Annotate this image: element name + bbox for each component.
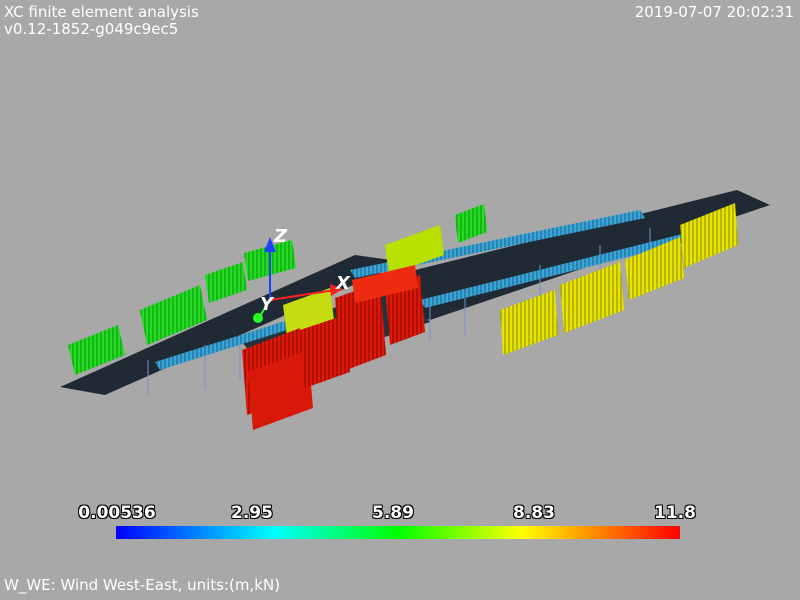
colorbar-tick-1: 2.95 xyxy=(231,503,273,523)
axis-label-x: X xyxy=(335,273,351,294)
beam-left xyxy=(155,310,325,370)
colorbar xyxy=(116,526,680,539)
colorbar-tick-3: 8.83 xyxy=(513,503,555,523)
load-case-caption: W_WE: Wind West-East, units:(m,kN) xyxy=(4,576,281,594)
beam-right-2 xyxy=(420,232,695,308)
panel-slab-left xyxy=(60,255,405,395)
load-red xyxy=(242,265,425,430)
axis-label-z: Z xyxy=(273,226,288,247)
axes-glyph xyxy=(253,237,343,323)
colorbar-tick-4: 11.8 xyxy=(654,503,696,523)
axis-label-y: Y xyxy=(260,294,275,315)
load-yellow xyxy=(500,203,738,355)
version-label: v0.12-1852-g049c9ec5 xyxy=(4,20,179,38)
colorbar-tick-2: 5.89 xyxy=(372,503,414,523)
colorbar-tick-0: 0.00536 xyxy=(78,503,156,523)
load-green xyxy=(68,204,487,375)
app-title: XC finite element analysis xyxy=(4,3,199,21)
load-yellow-green xyxy=(283,225,444,337)
timestamp: 2019-07-07 20:02:31 xyxy=(634,3,794,21)
panel-slab-right xyxy=(355,190,770,320)
